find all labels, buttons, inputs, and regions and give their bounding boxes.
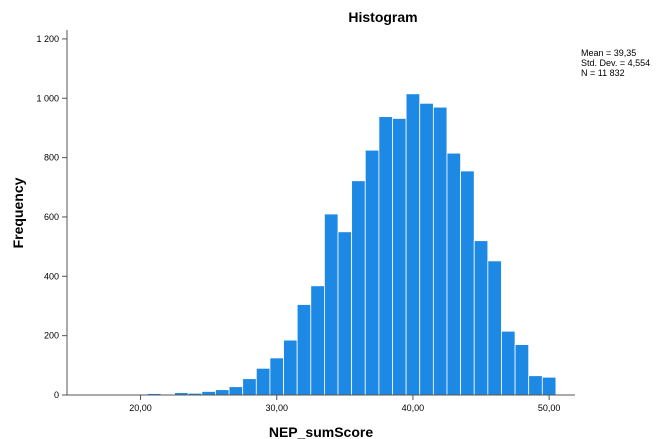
x-tick-label: 50,00: [538, 403, 561, 413]
histogram-bar: [419, 102, 434, 396]
y-tick-label: 800: [44, 153, 59, 163]
histogram-bar: [337, 231, 353, 396]
histogram-bar: [378, 116, 393, 396]
y-axis: 0 200 400 600 800 1 000 1 200: [36, 34, 67, 400]
histogram-bar: [460, 170, 475, 396]
histogram-bar: [528, 375, 543, 396]
y-axis-title: Frequency: [10, 177, 26, 248]
histogram-bar: [296, 304, 312, 396]
stats-line: Mean = 39,35: [581, 48, 636, 58]
y-tick-label: 400: [44, 271, 59, 281]
histogram-bar: [242, 378, 257, 396]
histogram-bar: [269, 357, 284, 396]
y-tick-label: 0: [54, 390, 59, 400]
histogram-bar: [541, 376, 557, 396]
y-tick-label: 600: [44, 212, 59, 222]
y-tick-label: 1 000: [36, 93, 59, 103]
histogram-bar: [323, 213, 339, 396]
histogram-bar: [255, 367, 271, 396]
histogram-bar: [228, 386, 244, 396]
histogram-bar: [392, 118, 407, 396]
histogram-bar: [446, 152, 462, 396]
histogram-bar: [364, 149, 380, 396]
histogram-bar: [405, 93, 421, 396]
histogram-bar: [310, 285, 325, 396]
y-tick-label: 200: [44, 331, 59, 341]
stats-line: N = 11 832: [581, 68, 625, 78]
histogram-bar: [501, 330, 516, 396]
histogram-bar: [201, 391, 216, 396]
x-tick-label: 20,00: [129, 403, 152, 413]
histogram-bar: [432, 106, 448, 396]
x-tick-label: 40,00: [402, 403, 425, 413]
x-axis-title: NEP_sumScore: [269, 424, 373, 439]
x-axis: 20,00 30,00 40,00 50,00: [129, 395, 560, 413]
stats-line: Std. Dev. = 4,554: [581, 58, 650, 68]
histogram-bar: [351, 180, 366, 396]
y-tick-label: 1 200: [36, 34, 59, 44]
histogram-bar: [473, 240, 489, 396]
histogram-bars: [65, 93, 557, 396]
histogram-bar: [283, 339, 298, 396]
chart-title: Histogram: [348, 9, 417, 25]
histogram-bar: [514, 344, 530, 396]
histogram-bar: [487, 260, 502, 396]
histogram-bar: [215, 389, 230, 396]
x-tick-label: 30,00: [265, 403, 288, 413]
